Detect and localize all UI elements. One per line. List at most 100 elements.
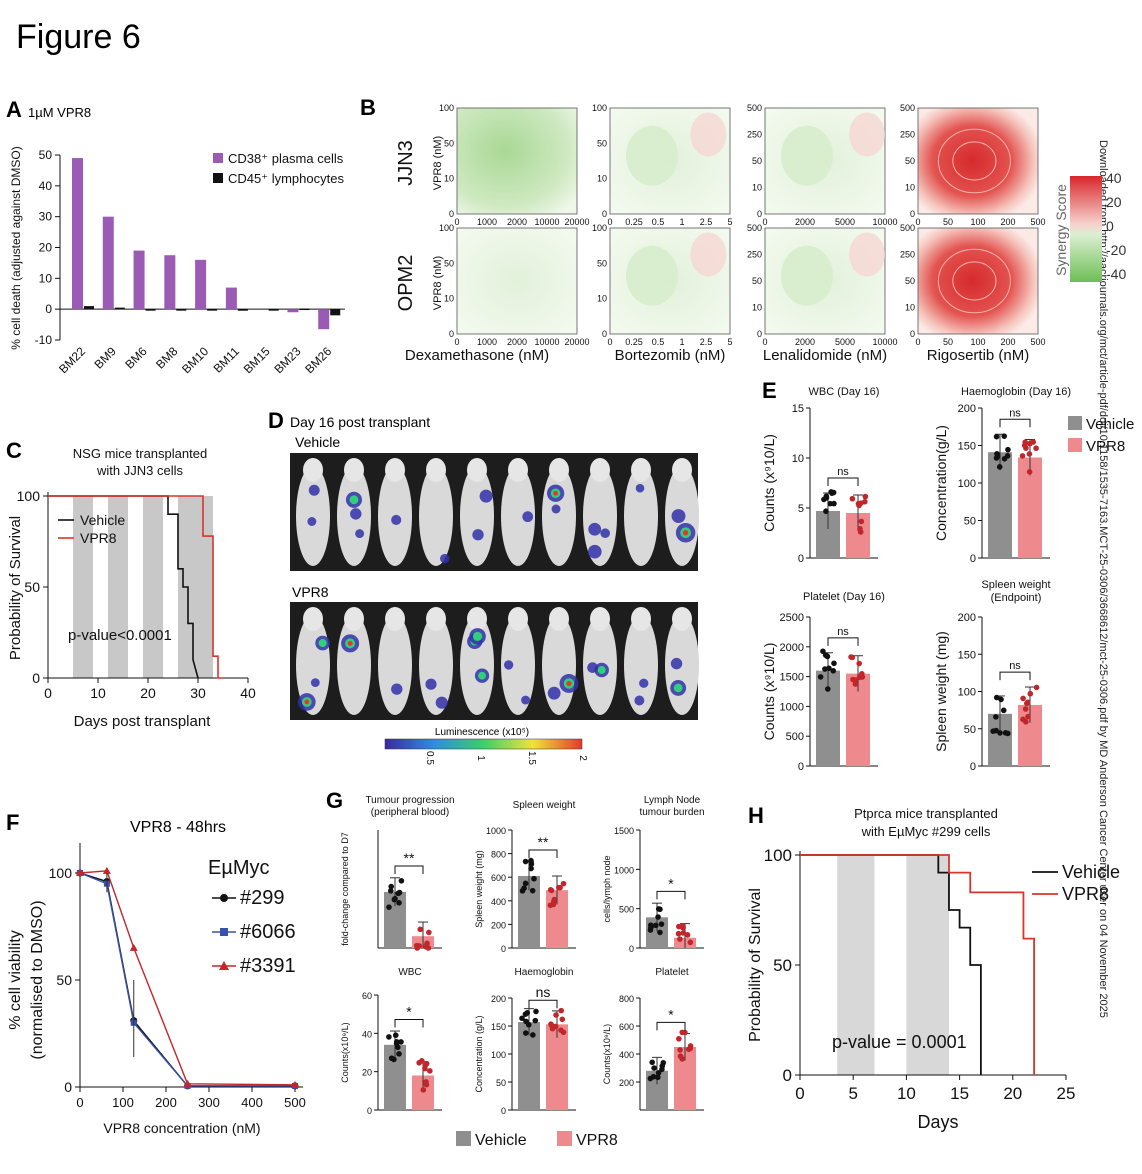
data-point <box>820 648 826 655</box>
data-point <box>386 1034 392 1040</box>
data-point <box>857 525 863 532</box>
data-point <box>1019 453 1026 459</box>
data-point <box>1024 699 1031 706</box>
panel-f-title: VPR8 - 48hrs <box>130 819 226 836</box>
b-x-tick-label: 10000 <box>534 217 559 227</box>
a-y-tick-label: 50 <box>39 148 53 162</box>
mouse-body <box>378 615 412 715</box>
bar-y-tick-label: 5 <box>798 503 804 515</box>
significance-bracket <box>528 849 558 859</box>
b-x-tick-label: 5000 <box>835 337 855 347</box>
data-point <box>998 696 1004 703</box>
c-x-axis-label: Days post transplant <box>74 713 212 730</box>
luminescence-spot <box>588 522 602 536</box>
data-point <box>655 906 662 912</box>
mouse-head <box>590 458 610 482</box>
luminescence-spot <box>600 528 610 539</box>
data-point <box>1022 706 1029 712</box>
bar-subplot-title: WBC <box>398 967 421 978</box>
a-x-tick-label: BM8 <box>153 344 181 372</box>
panel-letter-a: A <box>6 97 22 122</box>
a-y-tick-label: 30 <box>39 210 53 224</box>
bar-y-tick-label: 1500 <box>780 672 804 684</box>
luminescence-tick-label: 0.5 <box>424 751 435 765</box>
bar-subplot-title: Spleen weight <box>981 579 1050 591</box>
a-x-tick-label: BM10 <box>179 344 211 376</box>
bar-y-tick-label: 800 <box>619 994 634 1004</box>
f-x-tick-label: 200 <box>155 1095 177 1110</box>
f-marker <box>76 869 84 876</box>
luminescence-spot <box>310 678 320 688</box>
data-point <box>677 1047 683 1053</box>
mouse-body <box>624 466 658 566</box>
b-colorbar <box>1070 176 1102 282</box>
h-legend-label: VPR8 <box>1062 884 1109 904</box>
bar-vehicle <box>518 876 540 948</box>
luminescence-spot <box>472 529 484 541</box>
b-y-tick-label: 10 <box>444 294 454 304</box>
luminescence-spot <box>440 553 450 564</box>
bar-y-tick-label: 800 <box>491 850 506 860</box>
data-point <box>993 694 1000 701</box>
data-point <box>426 929 432 936</box>
h-x-tick-label: 20 <box>1003 1084 1022 1103</box>
data-point <box>648 924 654 931</box>
b-x-tick-label: 5000 <box>835 217 855 227</box>
h-treatment-shade <box>906 855 949 1075</box>
b-y-tick-label: 0 <box>910 209 915 219</box>
luminescence-spot <box>522 511 534 523</box>
luminescence-spot <box>308 484 320 496</box>
b-colorbar-tick: 20 <box>1106 194 1122 210</box>
h-annotation: p-value = 0.0001 <box>832 1032 967 1052</box>
panel-d-group-vpr8: VPR8 <box>292 584 329 600</box>
f-x-tick-label: 100 <box>112 1095 134 1110</box>
b-x-tick-label: 2000 <box>795 337 815 347</box>
b-y-tick-label: 250 <box>747 250 762 260</box>
data-point <box>858 500 864 506</box>
data-point <box>522 880 529 887</box>
b-y-tick-label: 0 <box>602 329 607 339</box>
data-point <box>655 914 661 920</box>
bar-vpr8 <box>674 1047 696 1110</box>
data-point <box>392 895 398 902</box>
b-x-tick-label: 2000 <box>507 337 527 347</box>
significance-label: ** <box>538 834 549 850</box>
f-legend-label: #6066 <box>240 921 296 943</box>
bar-subplot-title: Haemoglobin (Day 16) <box>961 386 1071 398</box>
panel-d-group-vehicle: Vehicle <box>295 434 340 450</box>
mouse-body <box>583 466 617 566</box>
a-bar-cd38 <box>225 287 237 310</box>
luminescence-spot <box>307 517 317 526</box>
significance-label: ** <box>404 850 415 866</box>
data-point <box>830 667 837 674</box>
mouse-body <box>501 466 535 566</box>
data-point <box>528 865 534 872</box>
h-treatment-shade <box>837 855 875 1075</box>
bar-y-axis-label: Counts(x10⁹/L) <box>602 1024 612 1084</box>
h-title-line1: Ptprca mice transplanted <box>854 806 998 821</box>
b-x-tick-label: 500 <box>1030 217 1045 227</box>
luminescence-tick-label: 1.5 <box>526 751 537 765</box>
luminescence-spot <box>391 514 402 526</box>
a-x-tick-label: BM23 <box>271 344 303 376</box>
mouse-body <box>419 615 453 715</box>
bar-y-tick-label: 60 <box>362 991 372 1001</box>
h-y-tick-label: 50 <box>773 956 792 975</box>
f-legend-marker <box>220 928 228 936</box>
bar-y-tick-label: 1000 <box>780 701 804 713</box>
bar-subplot-title: Spleen weight <box>513 800 576 811</box>
bar-y-axis-label: Counts (x⁹10/L) <box>761 643 777 741</box>
b-x-tick-label: 10000 <box>872 337 897 347</box>
b-y-tick-label: 10 <box>905 183 915 193</box>
b-x-tick-label: 2.5 <box>700 337 713 347</box>
b-y-tick-label: 0 <box>757 329 762 339</box>
h-y-tick-label: 100 <box>764 846 792 865</box>
c-treatment-shade <box>108 496 128 678</box>
data-point <box>655 1070 662 1076</box>
b-colorbar-tick: -20 <box>1106 242 1126 258</box>
e-legend-swatch-vehicle <box>1068 416 1082 430</box>
b-y-tick-label: 50 <box>597 138 607 148</box>
data-point <box>831 660 837 667</box>
mouse-body <box>419 466 453 566</box>
data-point <box>416 943 423 949</box>
